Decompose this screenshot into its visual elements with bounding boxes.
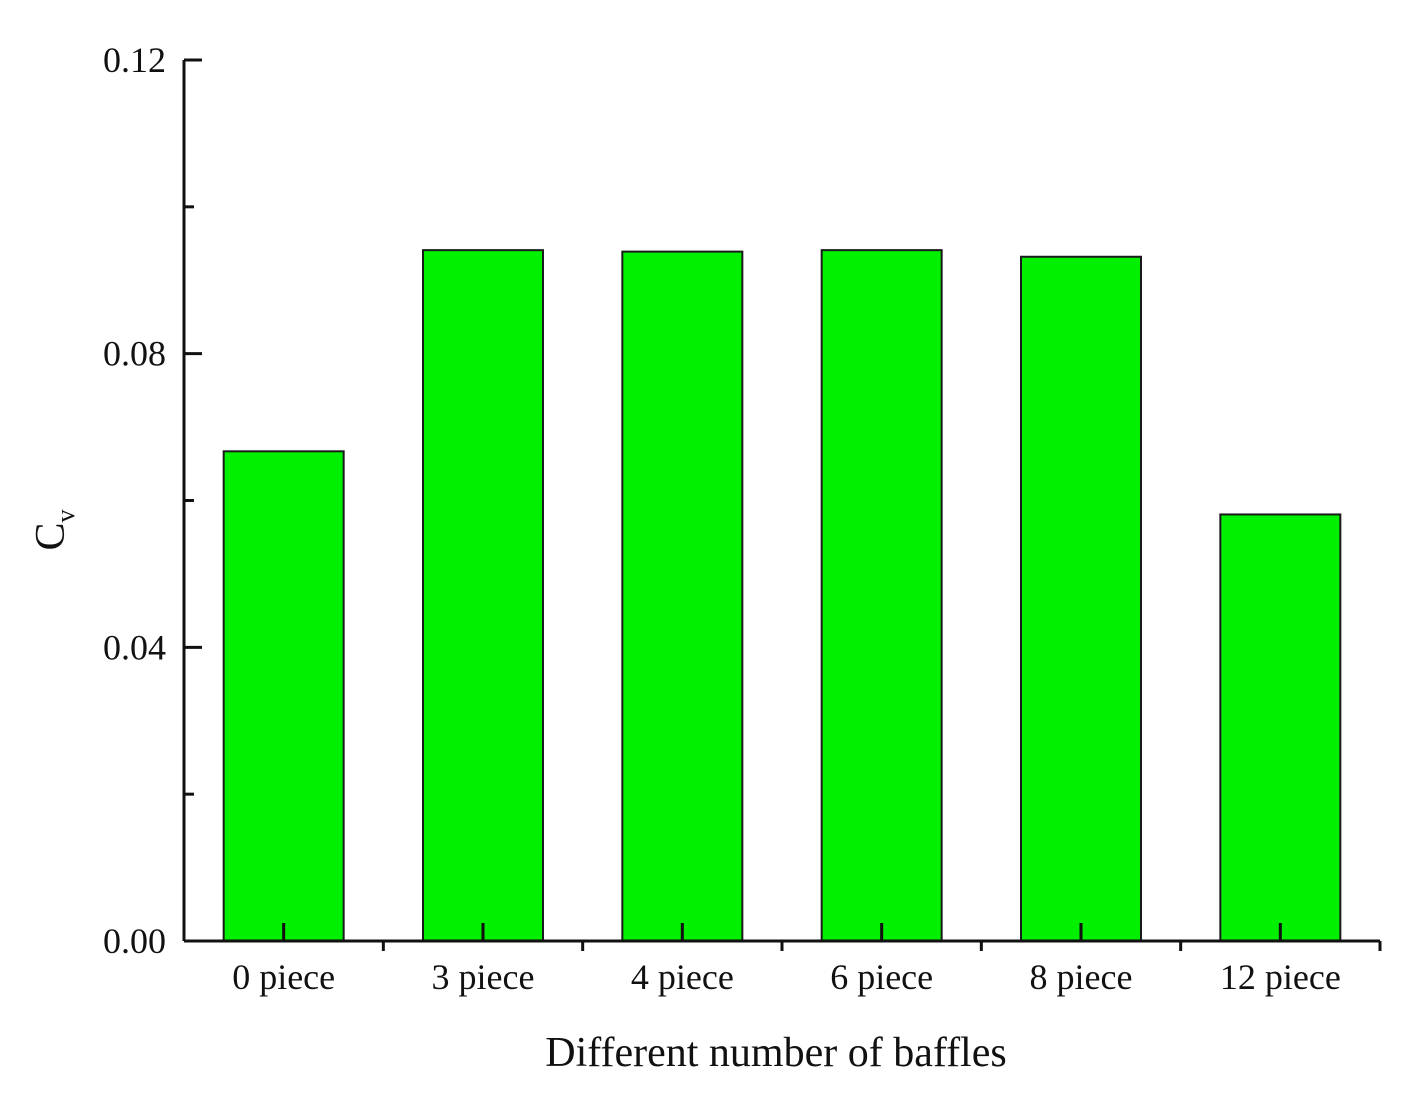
x-tick-label-3: 6 piece: [830, 957, 933, 997]
bar-0: [222, 450, 345, 942]
bar-5: [1219, 513, 1342, 942]
bar-1: [422, 249, 544, 942]
bar-3: [820, 249, 943, 942]
x-tick-label-0: 0 piece: [232, 957, 335, 997]
axes-group: [182, 60, 1380, 943]
x-tick-label-5: 12 piece: [1220, 957, 1341, 997]
y-axis-title-main: C: [28, 522, 74, 550]
x-tick-label-1: 3 piece: [432, 957, 535, 997]
y-tick-label-2: 0.08: [103, 334, 166, 374]
bar-4: [1020, 255, 1142, 942]
x-axis-title: Different number of baffles: [545, 1030, 1006, 1076]
y-axis-title-subscript: v: [51, 509, 80, 522]
x-labels-group: 0 piece 3 piece 4 piece 6 piece 8 piece 12 pi…: [232, 923, 1382, 997]
bars-group: [222, 249, 1342, 942]
y-tick-label-0: 0.00: [103, 921, 166, 961]
x-tick-label-4: 8 piece: [1030, 957, 1133, 997]
x-tick-label-2: 4 piece: [631, 957, 734, 997]
y-tick-label-3: 0.12: [103, 40, 166, 80]
y-tick-label-1: 0.04: [103, 627, 166, 667]
bar-2: [621, 250, 744, 942]
y-ticks-group: 0.00 0.04 0.08 0.12: [103, 40, 202, 961]
y-axis-title: Cv: [28, 509, 80, 550]
